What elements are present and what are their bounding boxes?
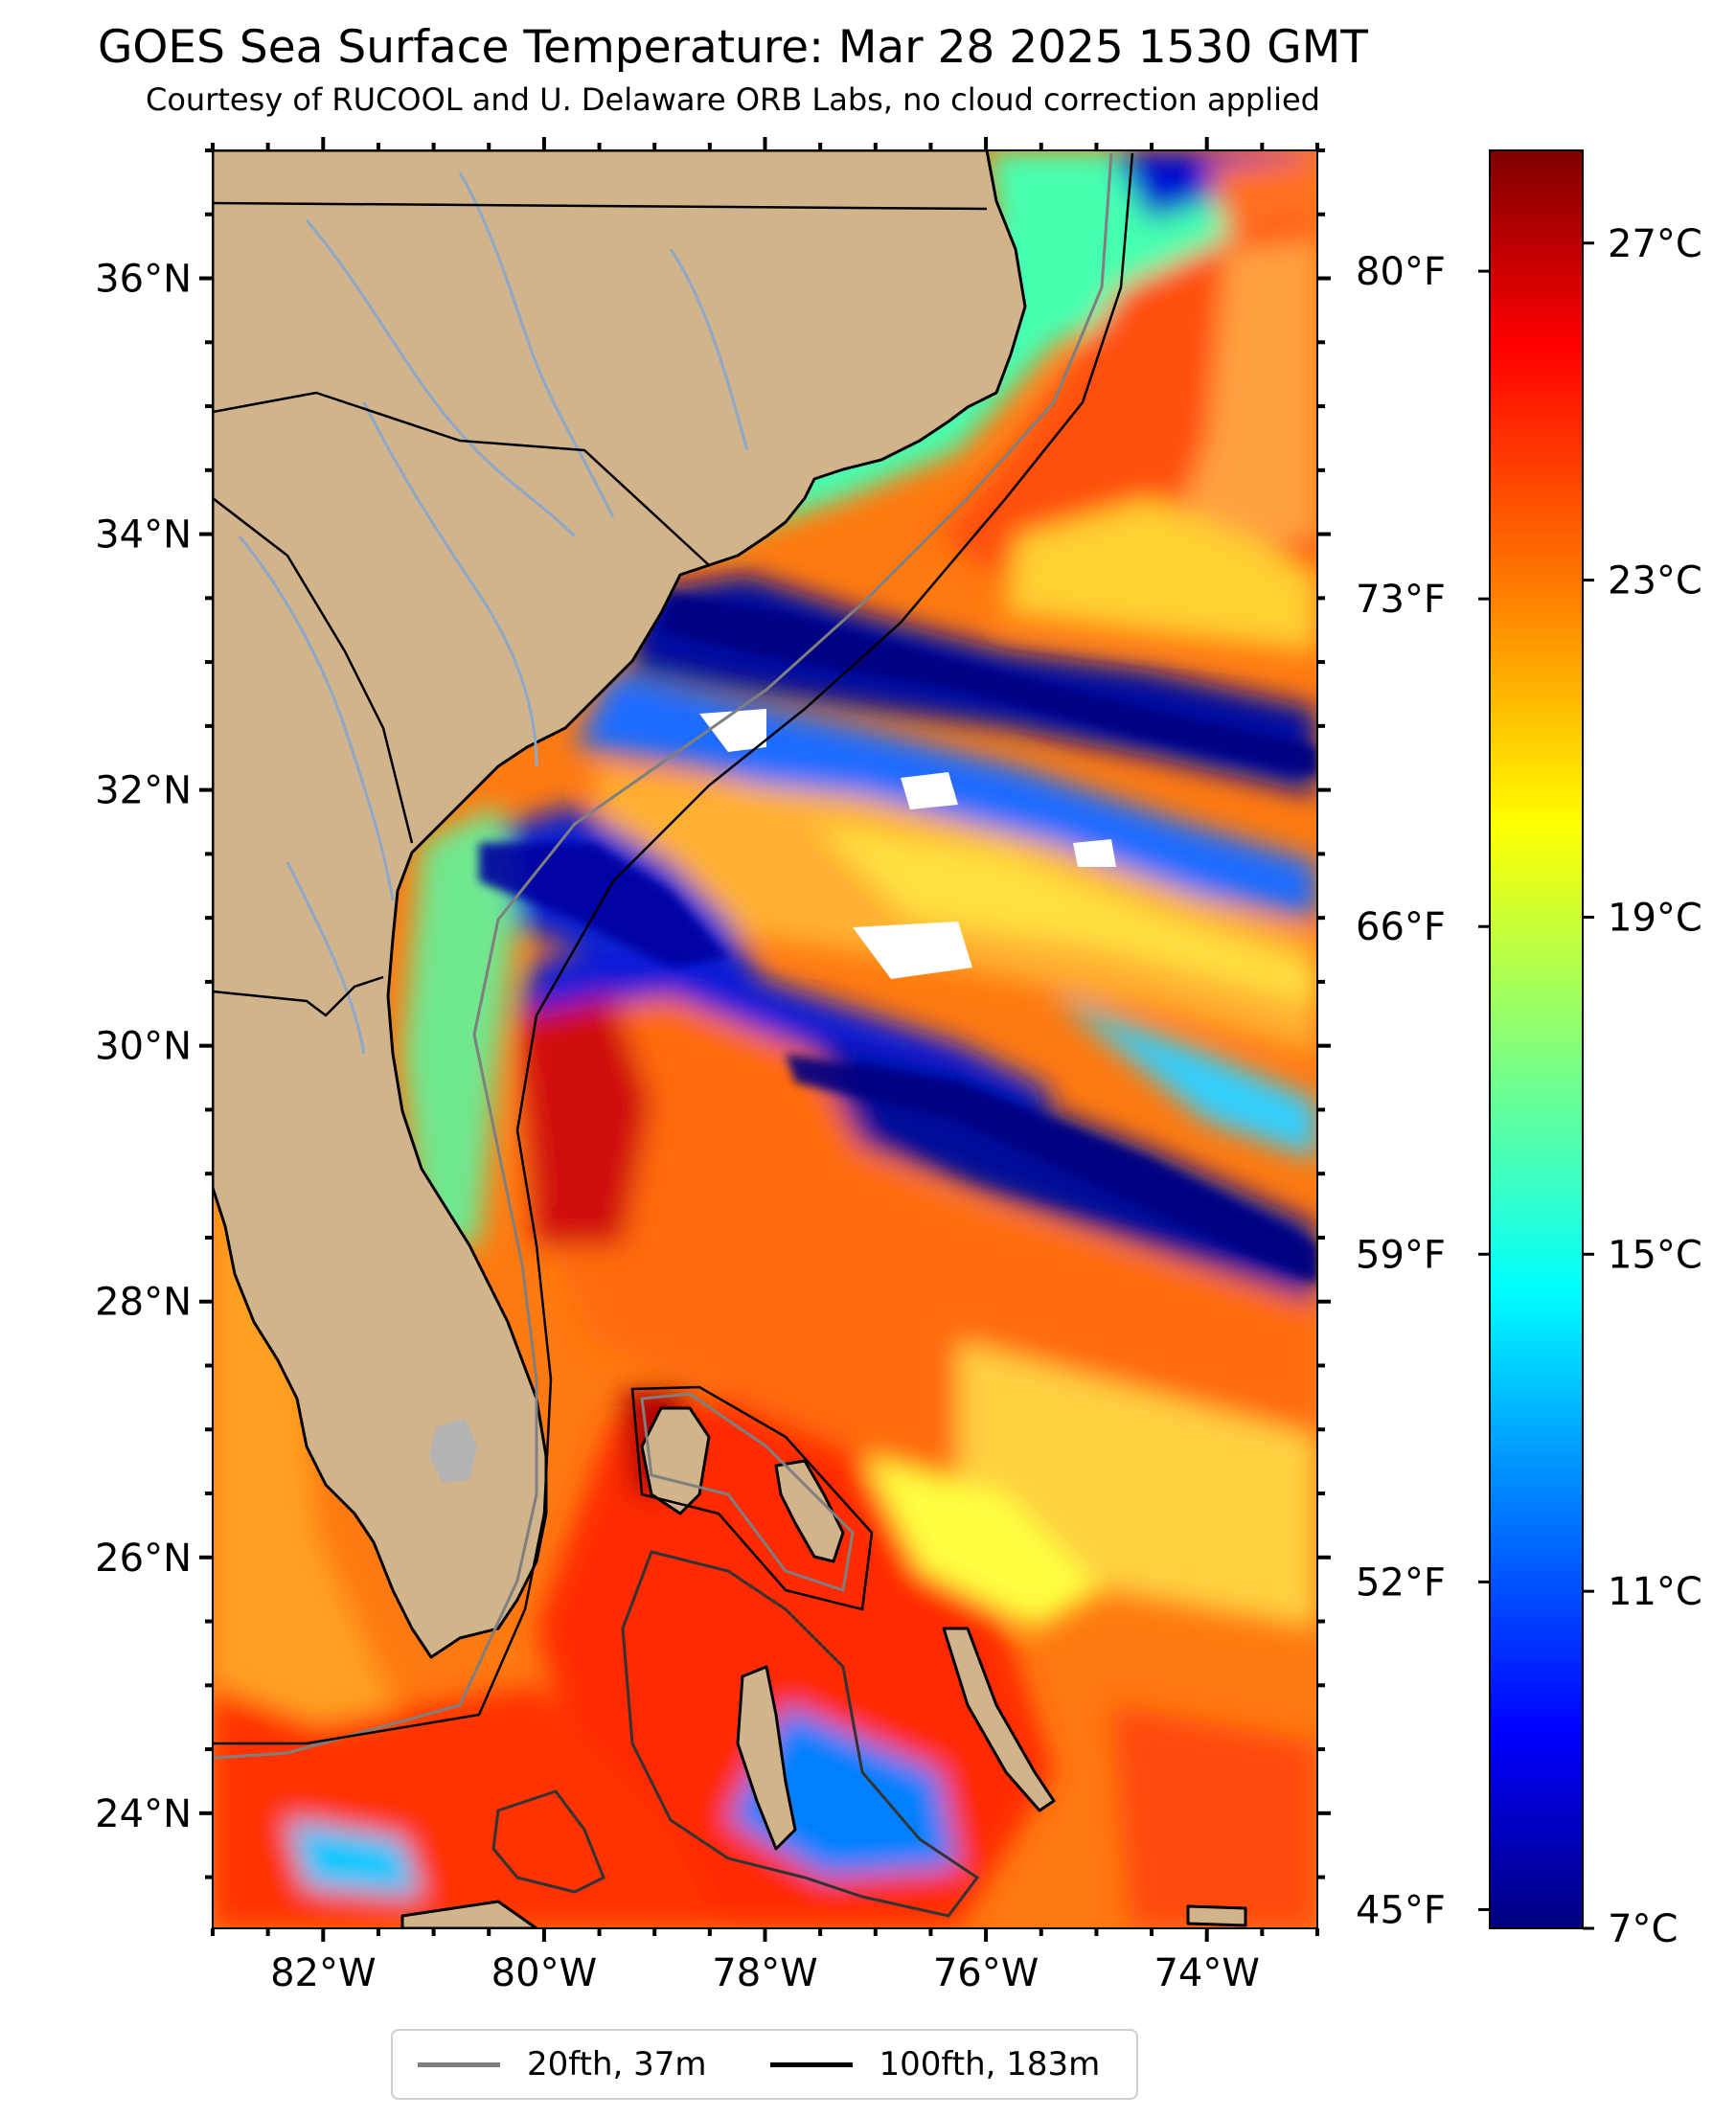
lon-label: 76°W (933, 1951, 1039, 1995)
legend-swatch-100fth (769, 2061, 853, 2067)
keys-south (1186, 1904, 1247, 1927)
fahrenheit-label: 59°F (1356, 1233, 1446, 1277)
lake-okeechobee (429, 1418, 477, 1483)
contour-bahamas-100fth (630, 1385, 874, 1611)
lat-label: 24°N (95, 1792, 192, 1836)
fahrenheit-labels: 80°F 73°F 66°F 59°F 52°F 45°F (1356, 250, 1446, 1932)
fahrenheit-label: 45°F (1356, 1888, 1446, 1932)
colorbar: 27°C 23°C 19°C 15°C 11°C 7°C (1478, 149, 1702, 1951)
lat-label: 30°N (95, 1025, 192, 1069)
rivers (238, 171, 749, 1055)
legend-item-20fth: 20fth, 37m (418, 2045, 707, 2084)
legend-item-100fth: 100fth, 183m (769, 2045, 1101, 2084)
land (213, 150, 1247, 1928)
map-ticks (199, 137, 1331, 1942)
colorbar-labels: 27°C 23°C 19°C 15°C 11°C 7°C (1608, 222, 1702, 1951)
legend-label-20fth: 20fth, 37m (527, 2045, 707, 2084)
colorbar-label: 15°C (1608, 1233, 1702, 1277)
contour-legend: 20fth, 37m 100fth, 183m (391, 2029, 1138, 2100)
lon-label: 82°W (270, 1951, 376, 1995)
state-borders (213, 201, 988, 1017)
lon-label: 74°W (1154, 1951, 1259, 1995)
contour-100fth (213, 152, 1134, 1745)
bahamas-abaco (640, 1406, 711, 1515)
contour-20fth (213, 152, 1113, 1760)
fahrenheit-label: 66°F (1356, 905, 1446, 949)
colorbar-gradient (1489, 149, 1584, 1929)
bahamas-andros (736, 1665, 797, 1851)
lon-label: 78°W (712, 1951, 817, 1995)
bahamas-grand (774, 1459, 845, 1563)
map-subtitle: Courtesy of RUCOOL and U. Delaware ORB L… (146, 81, 1320, 118)
legend-label-100fth: 100fth, 183m (879, 2045, 1101, 2084)
contour-cay-sal (491, 1789, 605, 1894)
colorbar-label: 27°C (1608, 222, 1702, 266)
lat-label: 36°N (95, 258, 192, 302)
fahrenheit-label: 80°F (1356, 250, 1446, 294)
us-mainland (213, 150, 1027, 1659)
lon-labels: 82°W 80°W 78°W 76°W 74°W (270, 1951, 1260, 1995)
lat-label: 26°N (95, 1537, 192, 1581)
fahrenheit-label: 73°F (1356, 578, 1446, 622)
fahrenheit-label: 52°F (1356, 1560, 1446, 1605)
contour-great-bahama-bank (621, 1550, 980, 1918)
contour-bahamas-20fth (640, 1392, 855, 1592)
lat-label: 28°N (95, 1281, 192, 1325)
colorbar-ticks (1478, 241, 1594, 1930)
colorbar-label: 7°C (1608, 1907, 1678, 1951)
lat-label: 32°N (95, 769, 192, 813)
colorbar-label: 19°C (1608, 896, 1702, 940)
legend-swatch-20fth (418, 2061, 500, 2067)
colorbar-label: 11°C (1608, 1570, 1702, 1614)
cold-streaks (479, 594, 1317, 1284)
lon-label: 80°W (491, 1951, 597, 1995)
sst-map (213, 150, 1317, 1928)
cuba-coast (400, 1900, 538, 1928)
map-title: GOES Sea Surface Temperature: Mar 28 202… (97, 21, 1368, 74)
cloud-patches (699, 709, 1116, 979)
bahamas-eleuthera (942, 1627, 1056, 1812)
lat-labels: 36°N 34°N 32°N 30°N 28°N 26°N 24°N (95, 258, 192, 1836)
colorbar-label: 23°C (1608, 559, 1702, 604)
lat-label: 34°N (95, 513, 192, 558)
